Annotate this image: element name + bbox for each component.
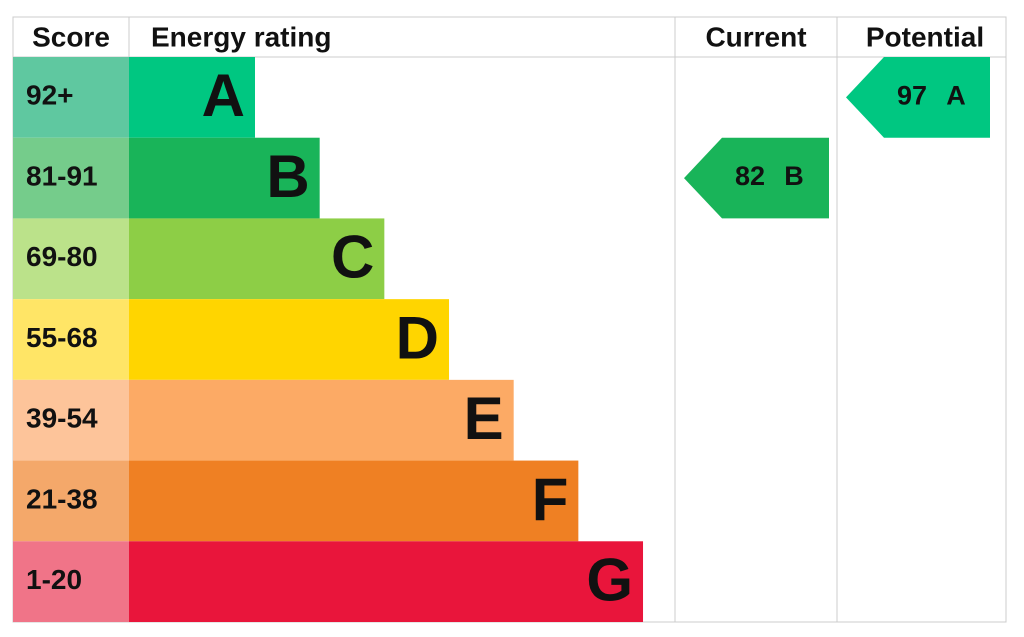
header-rating: Energy rating: [151, 21, 331, 52]
current-value: 82: [735, 161, 765, 191]
potential-value: 97: [897, 80, 927, 110]
rating-letter: A: [202, 62, 245, 129]
rating-letter: E: [464, 385, 504, 452]
header-score: Score: [32, 21, 110, 52]
score-label: 55-68: [26, 322, 98, 353]
current-letter: B: [784, 161, 804, 191]
rating-bar: [129, 379, 514, 461]
score-label: 39-54: [26, 403, 98, 434]
header-current: Current: [705, 21, 806, 52]
score-label: 81-91: [26, 160, 98, 191]
rating-bar: [129, 299, 450, 380]
score-cell: [13, 137, 129, 219]
rating-letter: G: [586, 546, 633, 613]
rating-letter: B: [266, 143, 309, 210]
score-label: 69-80: [26, 241, 98, 272]
score-label: 92+: [26, 80, 74, 111]
score-cell: [13, 299, 129, 380]
score-cell: [13, 379, 129, 461]
score-label: 21-38: [26, 483, 98, 514]
rating-bar: [129, 218, 385, 300]
score-cell: [13, 460, 129, 542]
potential-arrow: [846, 57, 990, 138]
rating-bar: [129, 541, 644, 622]
rating-bar: [129, 57, 255, 138]
score-cell: [13, 218, 129, 300]
rating-bar: [129, 460, 579, 542]
rating-letter: C: [331, 224, 374, 291]
score-cell: [13, 57, 129, 138]
rating-letter: F: [532, 466, 569, 533]
current-arrow: [684, 137, 829, 219]
potential-letter: A: [946, 80, 966, 110]
rating-letter: D: [396, 304, 439, 371]
score-cell: [13, 541, 129, 622]
header-potential: Potential: [866, 21, 984, 52]
score-label: 1-20: [26, 564, 82, 595]
rating-bar: [129, 137, 320, 219]
